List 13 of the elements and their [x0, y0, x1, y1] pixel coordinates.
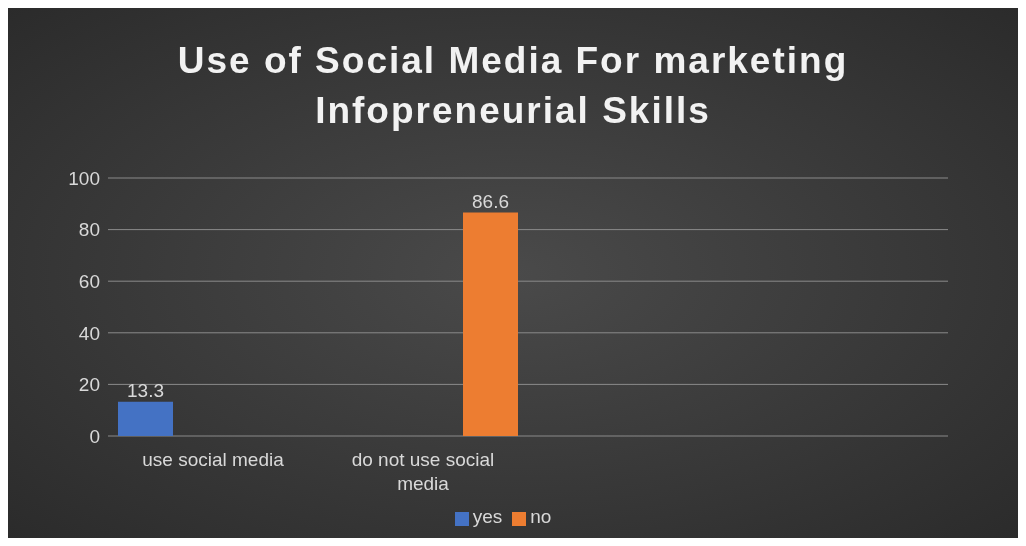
y-tick-label: 20 — [78, 374, 100, 396]
chart-title: Use of Social Media For marketing Infopreneurial Skills — [176, 39, 850, 133]
y-tick-label: 100 — [68, 167, 100, 189]
x-tick-label: use social media — [142, 449, 285, 470]
data-label: 13.3 — [127, 379, 164, 401]
legend-label: no — [530, 506, 552, 527]
x-tick-label: do not use social media — [351, 449, 495, 494]
legend-label: yes — [472, 506, 503, 527]
y-tick-label: 0 — [89, 425, 100, 447]
data-label: 86.6 — [472, 190, 509, 212]
y-tick-label: 60 — [78, 270, 100, 292]
y-tick-label: 80 — [78, 219, 100, 241]
y-tick-label: 40 — [78, 322, 100, 344]
